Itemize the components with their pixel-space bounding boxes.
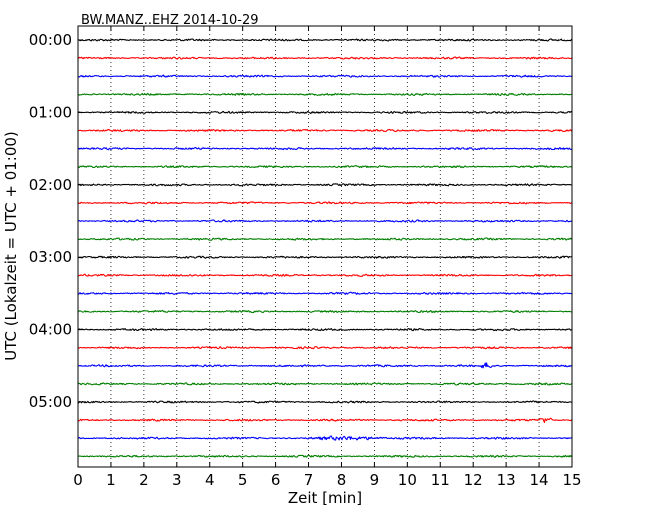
trace-line xyxy=(77,454,573,458)
trace-line xyxy=(77,128,573,133)
trace-line xyxy=(77,92,573,96)
trace-line xyxy=(77,38,573,42)
y-axis-label: UTC (Lokalzeit = UTC + 01:00) xyxy=(2,131,20,361)
trace-line xyxy=(77,327,573,332)
y-tick-label: 01:00 xyxy=(29,103,72,121)
x-tick-label: 11 xyxy=(431,471,450,489)
trace-line xyxy=(77,346,573,350)
x-tick-label: 5 xyxy=(238,471,248,489)
x-axis-label: Zeit [min] xyxy=(288,489,362,507)
x-tick-label: 0 xyxy=(73,471,83,489)
x-axis: 0 1 2 3 4 5 6 7 8 9 10 11 12 13 14 15 xyxy=(73,26,582,489)
trace-line xyxy=(77,362,573,369)
trace-line xyxy=(77,165,573,169)
x-tick-label: 6 xyxy=(271,471,281,489)
trace-line xyxy=(77,56,573,60)
x-tick-label: 12 xyxy=(464,471,483,489)
y-tick-label: 00:00 xyxy=(29,31,72,49)
x-tick-label: 14 xyxy=(530,471,549,489)
trace-line xyxy=(77,147,573,151)
trace-line xyxy=(77,400,573,404)
trace-line xyxy=(77,291,573,295)
y-tick-label: 04:00 xyxy=(29,321,72,339)
x-tick-label: 3 xyxy=(172,471,182,489)
trace-line xyxy=(77,309,573,314)
trace-line xyxy=(77,273,573,277)
trace-line xyxy=(77,237,573,241)
vertical-grid xyxy=(110,26,540,467)
x-tick-label: 2 xyxy=(139,471,149,489)
trace-line xyxy=(77,201,573,205)
x-tick-label: 4 xyxy=(205,471,215,489)
trace-line xyxy=(77,110,573,115)
trace-line xyxy=(77,219,573,223)
x-tick-label: 8 xyxy=(337,471,347,489)
trace-line xyxy=(77,382,573,386)
chart-title: BW.MANZ..EHZ 2014-10-29 xyxy=(81,13,259,28)
x-tick-label: 13 xyxy=(497,471,516,489)
trace-line xyxy=(77,74,573,78)
x-tick-label: 9 xyxy=(370,471,380,489)
x-tick-label: 15 xyxy=(562,471,581,489)
trace-line xyxy=(77,255,573,259)
x-tick-label: 7 xyxy=(304,471,314,489)
trace-line xyxy=(77,435,573,441)
trace-line xyxy=(77,417,573,424)
y-tick-label: 05:00 xyxy=(29,393,72,411)
y-tick-label: 02:00 xyxy=(29,176,72,194)
y-tick-label: 03:00 xyxy=(29,248,72,266)
trace-line xyxy=(77,183,573,187)
y-axis: 00:00 01:00 02:00 03:00 04:00 05:00 xyxy=(29,31,83,411)
x-tick-label: 1 xyxy=(106,471,116,489)
plot-frame xyxy=(77,25,573,468)
x-tick-label: 10 xyxy=(398,471,417,489)
trace-group xyxy=(77,38,573,458)
